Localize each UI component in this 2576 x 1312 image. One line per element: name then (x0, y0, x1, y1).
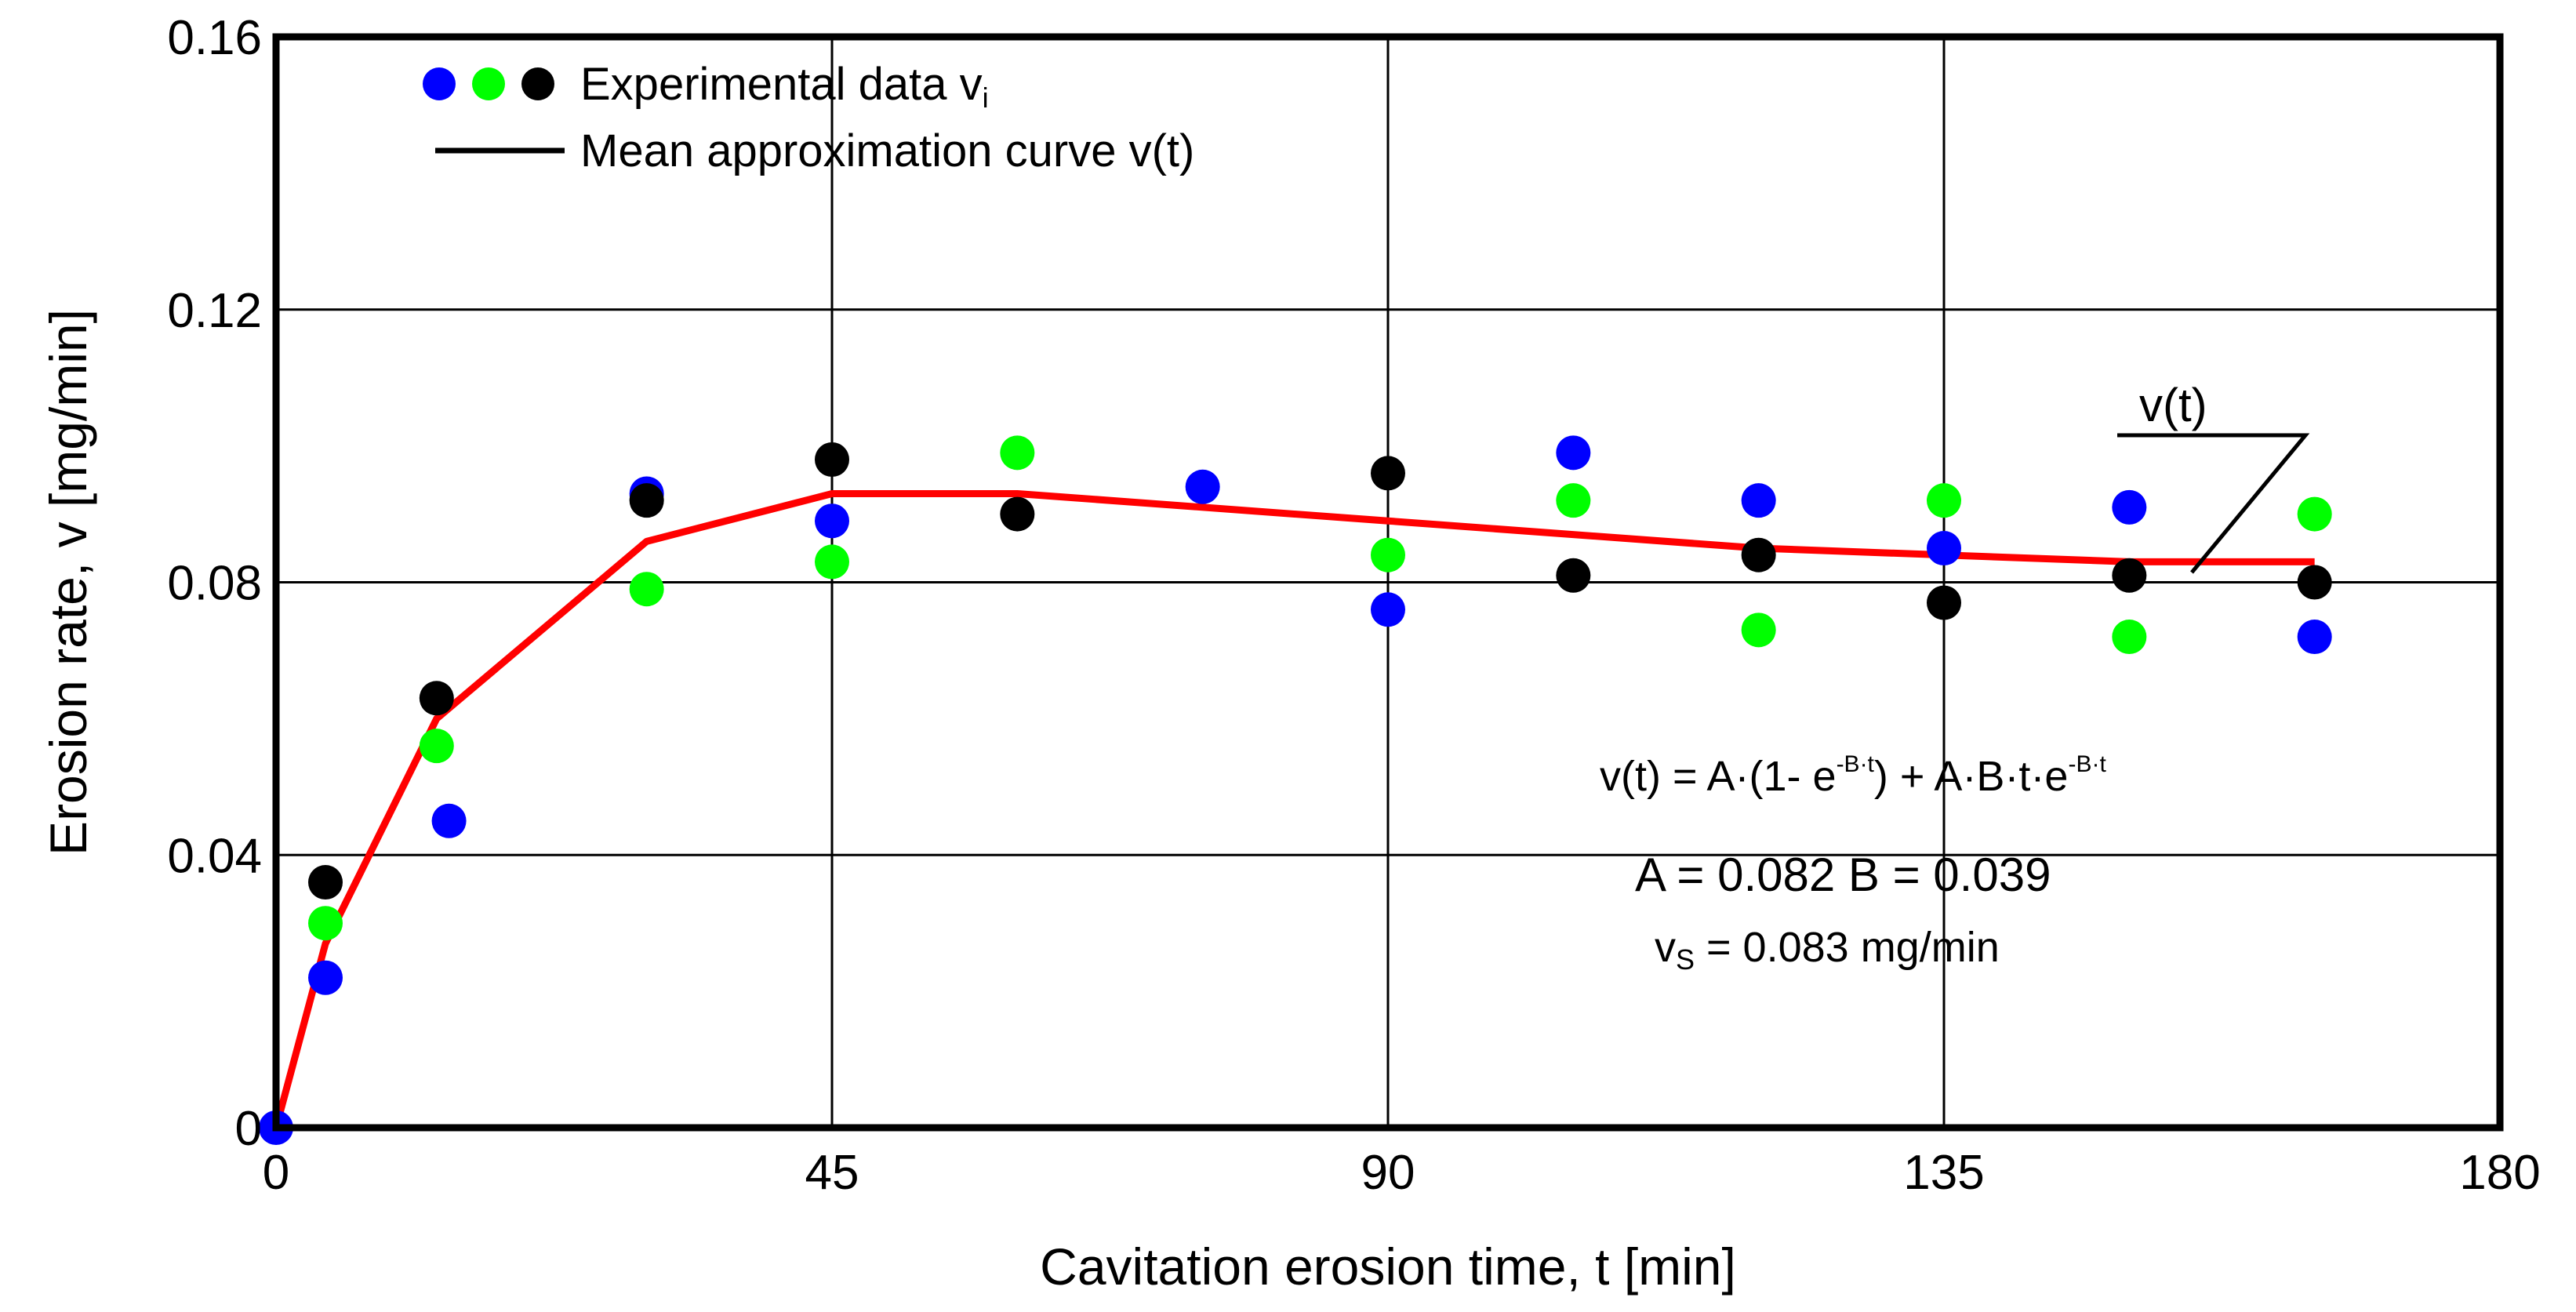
data-point (2112, 620, 2147, 655)
data-point (1185, 469, 1220, 504)
data-point (1556, 483, 1591, 518)
data-point (1556, 558, 1591, 593)
approximation-curve (272, 489, 2315, 1129)
data-point (1371, 537, 1405, 572)
x-tick-label: 180 (2459, 1146, 2540, 1200)
legend: Experimental data vi Mean approximation … (423, 59, 1194, 176)
y-axis-label: Erosion rate, v [mg/min] (39, 309, 97, 856)
data-points-group (259, 435, 2332, 1145)
x-tick-label: 90 (1361, 1146, 1415, 1200)
y-tick-label: 0.16 (167, 11, 262, 65)
data-point (1741, 483, 1776, 518)
data-point (2297, 565, 2332, 600)
data-point (1000, 496, 1035, 532)
approximation-curve-group (272, 489, 2315, 1129)
y-tick-label: 0 (235, 1102, 262, 1156)
data-point (1927, 483, 1961, 518)
formula-annotation: v(t) = A·(1- e-B·t) + A·B·t·e-B·t A = 0.… (1600, 751, 2106, 976)
data-point (2297, 496, 2332, 532)
x-tick-label: 45 (805, 1146, 859, 1200)
legend-experimental-label: Experimental data vi (580, 59, 989, 114)
data-point (419, 681, 454, 716)
data-point (2112, 489, 2147, 525)
y-tick-label: 0.08 (167, 557, 262, 611)
data-point (431, 803, 467, 838)
data-point (629, 483, 664, 518)
x-tick-label: 0 (263, 1146, 289, 1200)
data-point (1741, 537, 1776, 572)
data-point (308, 960, 343, 995)
data-point (1556, 435, 1591, 471)
data-point (1000, 435, 1035, 471)
parameters-text: A = 0.082 B = 0.039 (1635, 849, 2051, 901)
formula-text: v(t) = A·(1- e-B·t) + A·B·t·e-B·t (1600, 751, 2106, 800)
data-point (1927, 531, 1961, 566)
steady-rate-text: vS = 0.083 mg/min (1655, 924, 2000, 976)
x-tick-label: 135 (1903, 1146, 1984, 1200)
y-tick-label: 0.04 (167, 829, 262, 883)
data-point (1741, 612, 1776, 648)
data-point (2112, 558, 2147, 593)
tick-labels: 0 45 90 135 180 0 0.04 0.08 0.12 0.16 (167, 11, 2540, 1200)
data-point (1371, 456, 1405, 491)
curve-label-leader (2117, 433, 2310, 574)
legend-marker-black (521, 67, 554, 100)
data-point (1371, 592, 1405, 627)
data-point (815, 544, 849, 580)
y-tick-label: 0.12 (167, 284, 262, 338)
data-point (815, 503, 849, 539)
data-point (2297, 620, 2332, 655)
plot-frame (272, 33, 2504, 1132)
data-point (629, 572, 664, 607)
curve-annotation: v(t) (2117, 379, 2310, 574)
legend-marker-blue (423, 67, 456, 100)
data-point (308, 865, 343, 900)
legend-curve-label: Mean approximation curve v(t) (580, 125, 1194, 176)
curve-label: v(t) (2139, 379, 2207, 431)
x-axis-label: Cavitation erosion time, t [min] (1040, 1237, 1736, 1296)
data-point (815, 442, 849, 478)
data-point (308, 906, 343, 941)
data-point (419, 729, 454, 764)
grid-lines (276, 37, 2500, 1128)
data-point (1927, 585, 1961, 620)
legend-marker-green (472, 67, 505, 100)
